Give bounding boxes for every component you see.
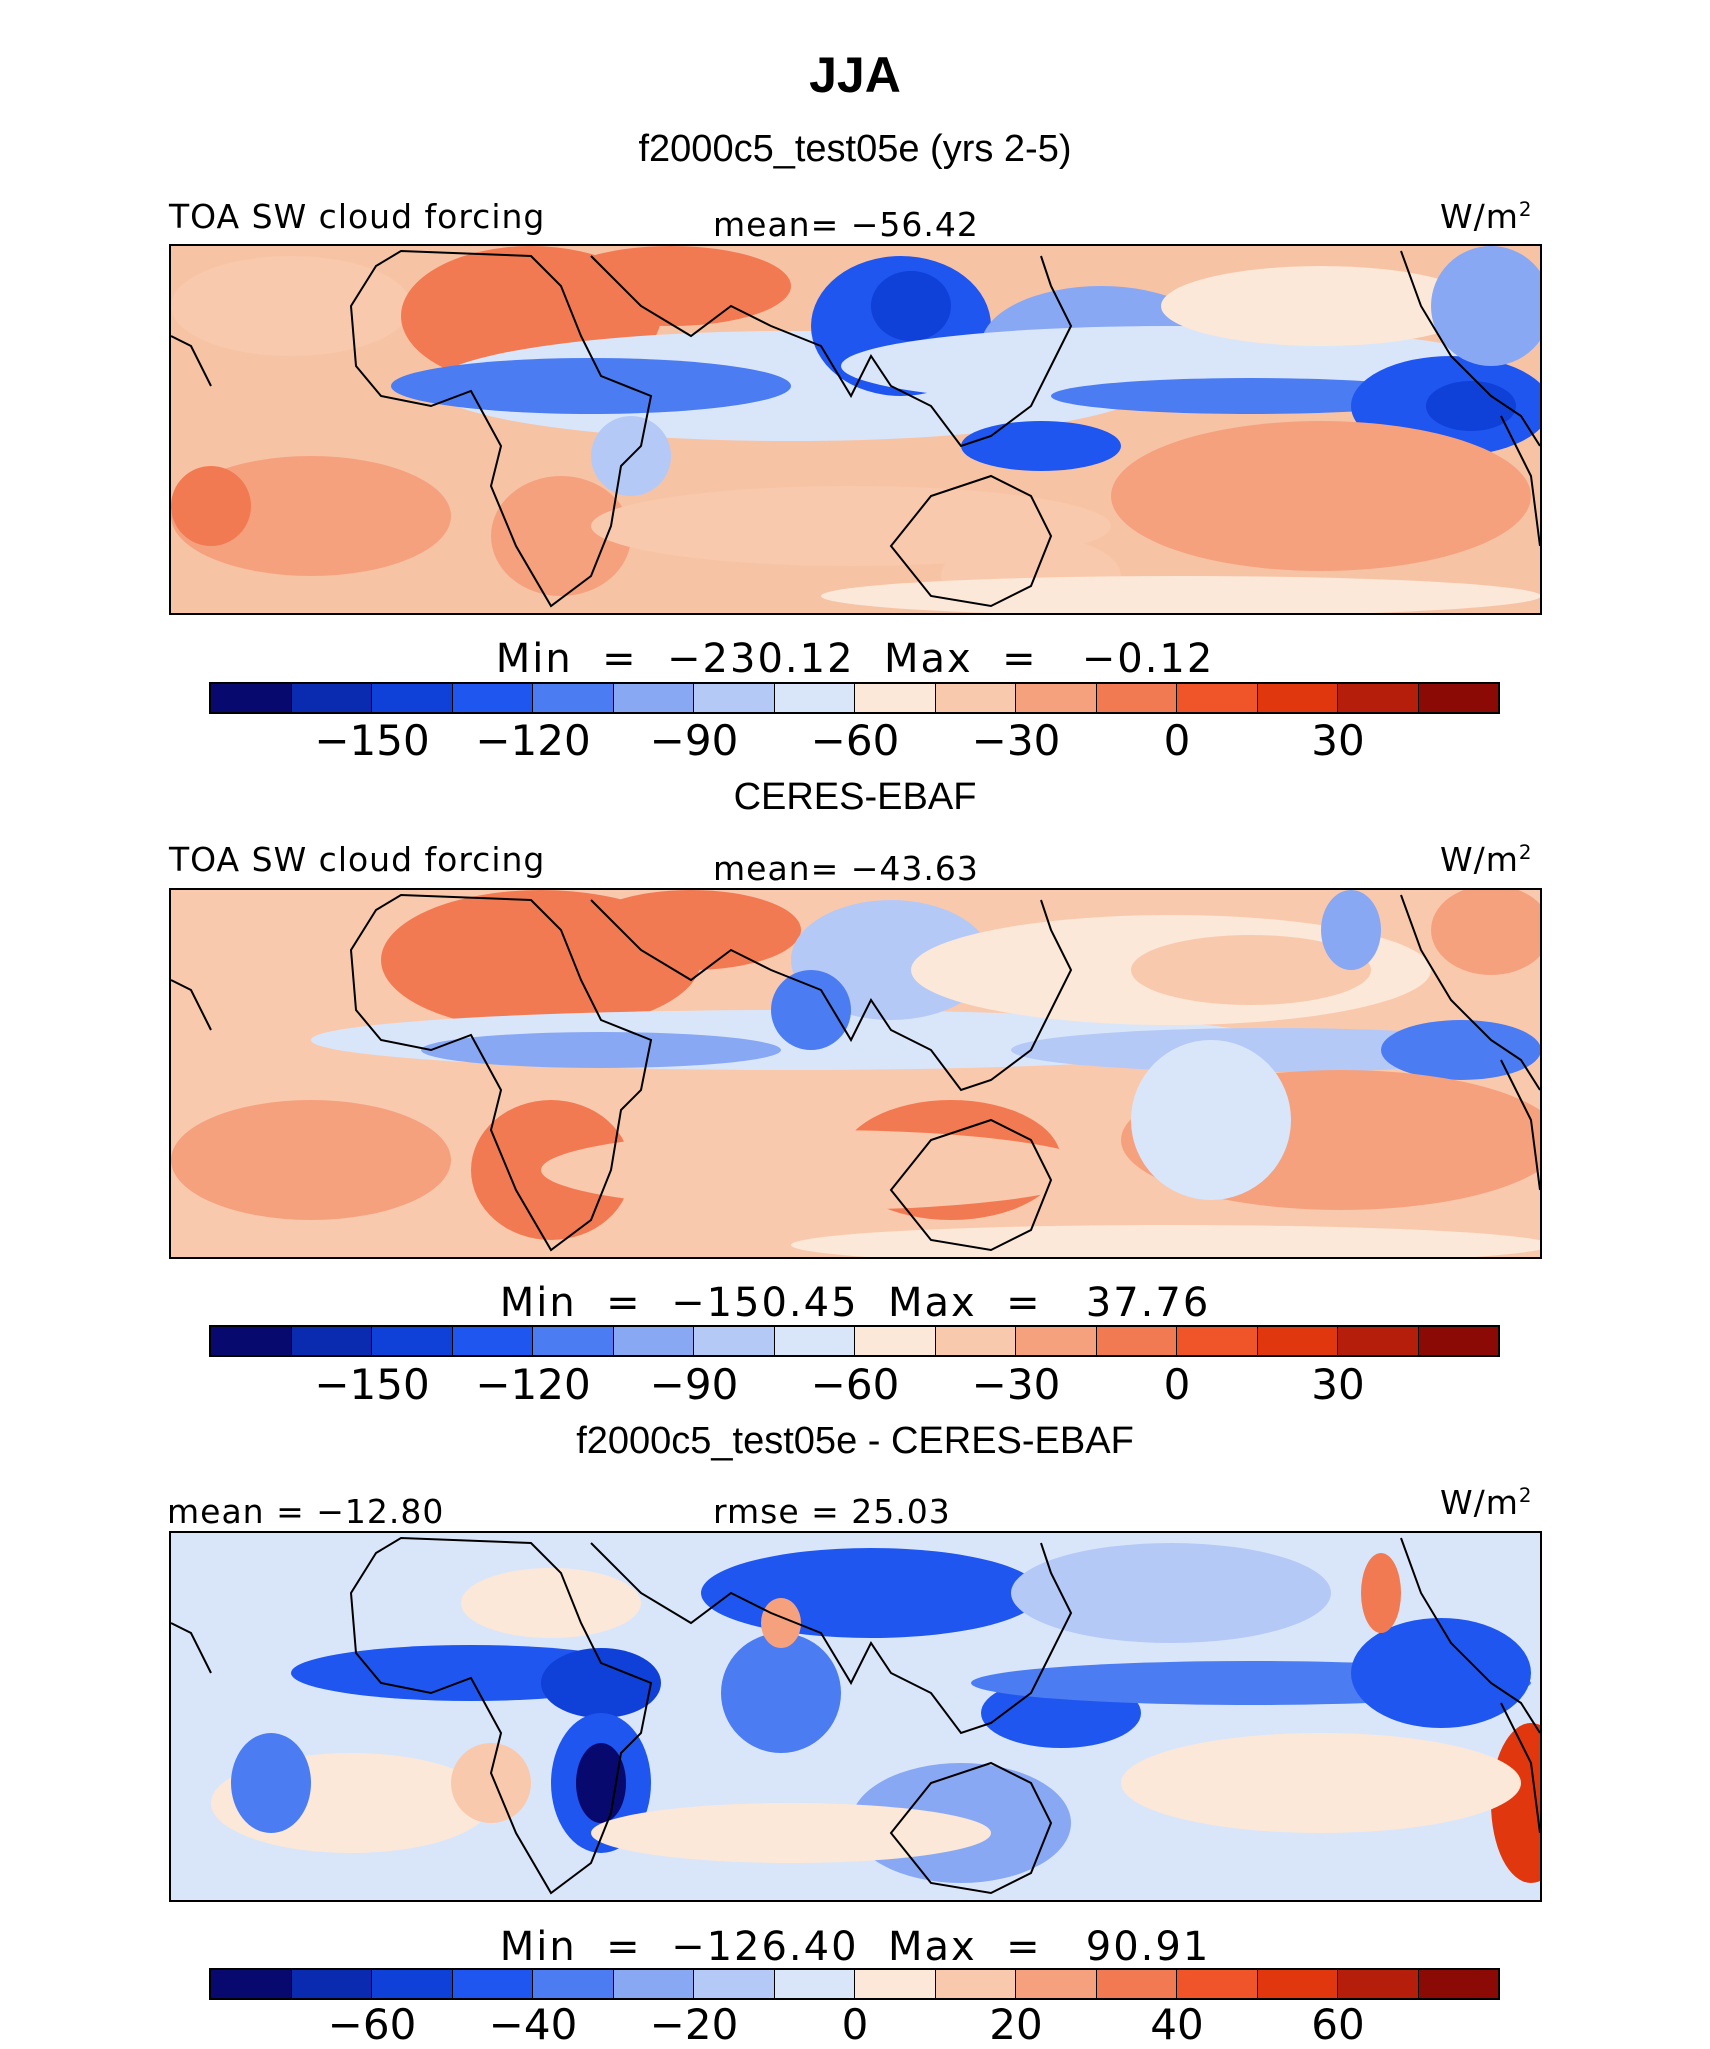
colorbar-swatch	[694, 1970, 775, 1998]
colorbar-swatch	[774, 1970, 855, 1998]
panel1-tick: −60	[810, 716, 900, 765]
panel1-tick: 30	[1311, 716, 1365, 765]
colorbar-swatch	[1338, 1327, 1419, 1355]
colorbar-swatch	[452, 1970, 533, 1998]
colorbar-swatch	[935, 1970, 1016, 1998]
panel3-tick: −20	[649, 2000, 739, 2049]
panel2-tick: −90	[649, 1360, 739, 1409]
colorbar-swatch	[1096, 1327, 1177, 1355]
panel3-tick: −40	[488, 2000, 578, 2049]
colorbar-swatch	[1177, 1327, 1258, 1355]
colorbar-swatch	[211, 684, 292, 712]
colorbar-swatch	[1177, 684, 1258, 712]
panel1-subtitle: f2000c5_test05e (yrs 2-5)	[638, 128, 1072, 170]
colorbar-swatch	[1338, 1970, 1419, 1998]
panel3-map	[169, 1531, 1542, 1902]
panel3-tick: 60	[1311, 2000, 1365, 2049]
panel1-map	[169, 244, 1542, 615]
panel3-units: W/m2	[1440, 1483, 1533, 1522]
colorbar-swatch	[774, 684, 855, 712]
panel3-map-field	[171, 1533, 1540, 1900]
panel2-tick: −30	[971, 1360, 1061, 1409]
colorbar-swatch	[452, 684, 533, 712]
colorbar-swatch	[1257, 1327, 1338, 1355]
panel2-subtitle: CERES-EBAF	[733, 776, 977, 818]
colorbar-swatch	[1257, 1970, 1338, 1998]
colorbar-swatch	[533, 1327, 614, 1355]
colorbar-swatch	[855, 1327, 936, 1355]
panel3-minmax: Min = −126.40 Max = 90.91	[499, 1924, 1211, 1970]
colorbar-swatch	[613, 1327, 694, 1355]
panel3-mean-label: mean = −12.80	[167, 1492, 445, 1531]
panel1-minmax: Min = −230.12 Max = −0.12	[495, 636, 1215, 682]
panel1-map-field	[171, 246, 1540, 613]
colorbar-swatch	[533, 1970, 614, 1998]
panel2-map	[169, 888, 1542, 1259]
panel1-tick: −30	[971, 716, 1061, 765]
colorbar-swatch	[694, 684, 775, 712]
colorbar-swatch	[1338, 684, 1419, 712]
panel2-variable-label: TOA SW cloud forcing	[169, 840, 546, 879]
panel2-tick: −60	[810, 1360, 900, 1409]
panel2-minmax: Min = −150.45 Max = 37.76	[499, 1280, 1211, 1326]
colorbar-swatch	[211, 1970, 292, 1998]
colorbar-swatch	[452, 1327, 533, 1355]
colorbar-swatch	[211, 1327, 292, 1355]
panel3-tick: −60	[327, 2000, 417, 2049]
colorbar-swatch	[291, 1970, 372, 1998]
colorbar-swatch	[1096, 1970, 1177, 1998]
colorbar-swatch	[1177, 1970, 1258, 1998]
panel2-tick: −120	[475, 1360, 591, 1409]
panel2-tick: −150	[314, 1360, 430, 1409]
colorbar-swatch	[774, 1327, 855, 1355]
colorbar-swatch	[613, 1970, 694, 1998]
panel2-map-field	[171, 890, 1540, 1257]
colorbar-swatch	[1096, 684, 1177, 712]
panel3-rmse-label: rmse = 25.03	[713, 1492, 951, 1531]
panel1-tick: −90	[649, 716, 739, 765]
colorbar-swatch	[1418, 684, 1498, 712]
colorbar-swatch	[291, 1327, 372, 1355]
panel1-colorbar	[209, 682, 1500, 714]
colorbar-swatch	[613, 684, 694, 712]
colorbar-swatch	[855, 1970, 936, 1998]
panel2-mean-label: mean= −43.63	[713, 849, 979, 888]
panel3-tick: 40	[1150, 2000, 1204, 2049]
colorbar-swatch	[1418, 1327, 1498, 1355]
panel1-mean-label: mean= −56.42	[713, 205, 979, 244]
colorbar-swatch	[1016, 684, 1097, 712]
colorbar-swatch	[935, 684, 1016, 712]
panel3-tick: 20	[989, 2000, 1043, 2049]
colorbar-swatch	[372, 684, 453, 712]
panel2-tick: 30	[1311, 1360, 1365, 1409]
colorbar-swatch	[533, 684, 614, 712]
panel1-variable-label: TOA SW cloud forcing	[169, 197, 546, 236]
panel2-units: W/m2	[1440, 840, 1533, 879]
panel3-subtitle: f2000c5_test05e - CERES-EBAF	[576, 1420, 1134, 1462]
panel2-colorbar	[209, 1325, 1500, 1357]
colorbar-swatch	[1418, 1970, 1498, 1998]
colorbar-swatch	[1257, 684, 1338, 712]
panel3-colorbar	[209, 1968, 1500, 2000]
colorbar-swatch	[855, 684, 936, 712]
panel1-tick: −150	[314, 716, 430, 765]
colorbar-swatch	[291, 684, 372, 712]
colorbar-swatch	[372, 1327, 453, 1355]
colorbar-swatch	[935, 1327, 1016, 1355]
colorbar-swatch	[694, 1327, 775, 1355]
colorbar-swatch	[1016, 1327, 1097, 1355]
colorbar-swatch	[372, 1970, 453, 1998]
panel3-tick: 0	[841, 2000, 869, 2049]
panel1-tick: −120	[475, 716, 591, 765]
panel2-tick: 0	[1163, 1360, 1191, 1409]
figure-title: JJA	[809, 47, 901, 103]
panel1-units: W/m2	[1440, 197, 1533, 236]
panel1-tick: 0	[1163, 716, 1191, 765]
colorbar-swatch	[1016, 1970, 1097, 1998]
